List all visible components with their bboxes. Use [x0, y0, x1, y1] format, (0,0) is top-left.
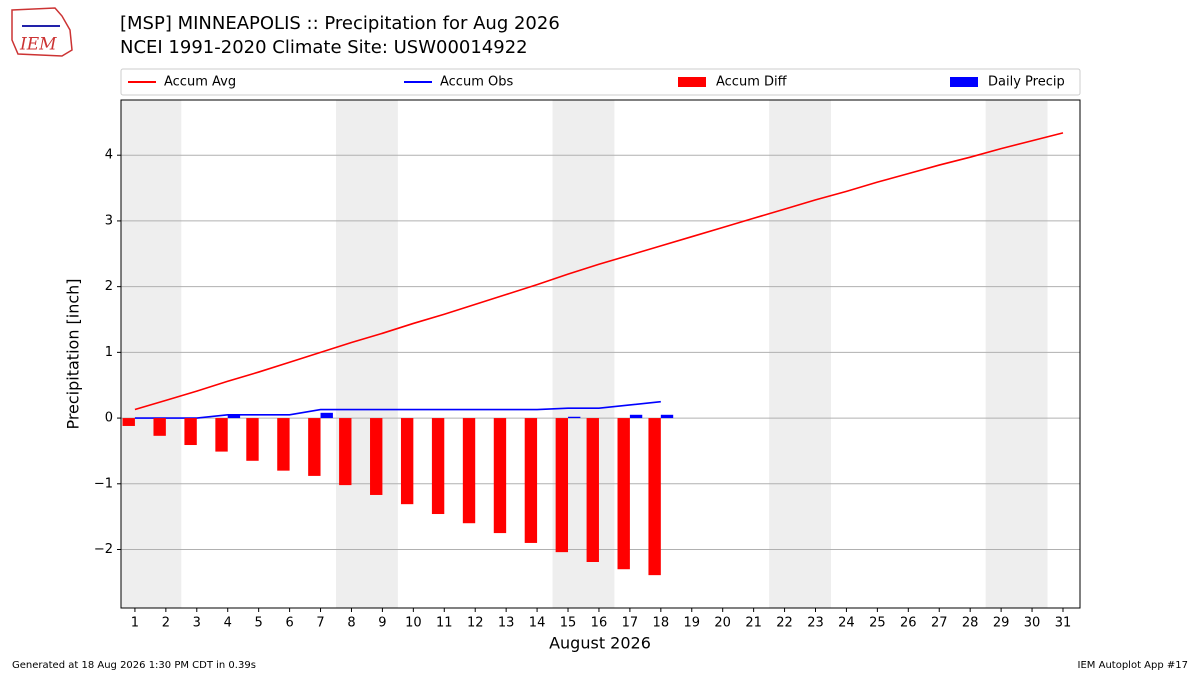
y-tick-label: −2 — [94, 542, 113, 557]
x-tick-label: 2 — [162, 616, 170, 631]
x-tick-label: 1 — [131, 616, 139, 631]
x-tick-label: 11 — [436, 616, 453, 631]
bar — [215, 418, 228, 452]
y-tick-label: 0 — [105, 411, 113, 426]
bar — [629, 414, 643, 419]
bar — [586, 418, 599, 562]
legend-label: Accum Obs — [440, 75, 513, 90]
y-tick-label: 3 — [105, 213, 113, 228]
x-tick-label: 17 — [622, 616, 639, 631]
bar — [431, 418, 445, 515]
bar — [277, 418, 290, 471]
weekend-shade — [985, 100, 1048, 608]
plot-frame — [120, 99, 1081, 609]
footer-right: IEM Autoplot App #17 — [1078, 660, 1188, 671]
bar — [184, 418, 197, 446]
y-tick-label: 4 — [105, 148, 113, 163]
bar — [246, 418, 259, 461]
legend-label: Daily Precip — [988, 75, 1065, 90]
x-tick-label: 18 — [653, 616, 670, 631]
x-tick-label: 7 — [316, 616, 324, 631]
weekend-shade — [336, 100, 398, 608]
bar — [308, 418, 321, 476]
x-tick-label: 29 — [993, 616, 1010, 631]
line — [134, 400, 661, 419]
bar — [370, 418, 383, 495]
x-tick-label: 20 — [714, 616, 731, 631]
x-tick-label: 8 — [347, 616, 355, 631]
bar — [568, 416, 581, 419]
legend — [120, 68, 1081, 96]
bar — [227, 414, 241, 419]
x-tick-label: 12 — [467, 616, 484, 631]
x-tick-label: 21 — [745, 616, 762, 631]
bar — [524, 418, 538, 543]
legend-label: Accum Avg — [164, 75, 236, 90]
legend-label: Accum Diff — [716, 75, 788, 90]
legend-swatch — [950, 77, 978, 87]
bar — [122, 418, 135, 426]
bar — [400, 418, 414, 505]
x-tick-label: 23 — [807, 616, 824, 631]
bar — [617, 418, 630, 570]
bar — [555, 418, 569, 553]
footer-left: Generated at 18 Aug 2026 1:30 PM CDT in … — [12, 660, 256, 671]
x-tick-label: 26 — [900, 616, 917, 631]
chart-title: [MSP] MINNEAPOLIS :: Precipitation for A… — [120, 13, 560, 34]
x-tick-label: 25 — [869, 616, 886, 631]
logo-text: IEM — [19, 35, 57, 55]
bar — [660, 414, 674, 419]
weekend-shade — [121, 100, 182, 608]
x-tick-label: 16 — [591, 616, 608, 631]
x-axis-label: August 2026 — [549, 634, 651, 653]
logo-outline — [11, 7, 73, 57]
x-tick-label: 22 — [776, 616, 793, 631]
bar — [320, 412, 333, 419]
bar — [462, 418, 476, 524]
y-axis-label: Precipitation [inch] — [64, 278, 83, 429]
x-tick-label: 15 — [560, 616, 577, 631]
x-tick-label: 31 — [1055, 616, 1072, 631]
x-tick-label: 13 — [498, 616, 515, 631]
legend-swatch — [678, 77, 706, 87]
line — [134, 132, 1064, 411]
y-tick-label: −1 — [94, 476, 113, 491]
y-tick-label: 1 — [105, 345, 113, 360]
x-tick-label: 19 — [683, 616, 700, 631]
x-tick-label: 9 — [378, 616, 386, 631]
weekend-shade — [769, 100, 831, 608]
y-tick-label: 2 — [105, 279, 113, 294]
bar — [339, 418, 352, 486]
bar — [648, 418, 661, 576]
bar — [493, 418, 507, 534]
x-tick-label: 14 — [529, 616, 546, 631]
x-tick-label: 27 — [931, 616, 948, 631]
x-tick-label: 30 — [1024, 616, 1041, 631]
x-tick-label: 3 — [193, 616, 201, 631]
x-tick-label: 5 — [255, 616, 263, 631]
x-tick-label: 10 — [405, 616, 422, 631]
x-tick-label: 28 — [962, 616, 979, 631]
chart-subtitle: NCEI 1991-2020 Climate Site: USW00014922 — [120, 37, 528, 58]
logo: IEM — [11, 7, 73, 57]
x-tick-label: 6 — [285, 616, 293, 631]
bar — [153, 418, 166, 436]
x-tick-label: 4 — [224, 616, 232, 631]
x-tick-label: 24 — [838, 616, 855, 631]
